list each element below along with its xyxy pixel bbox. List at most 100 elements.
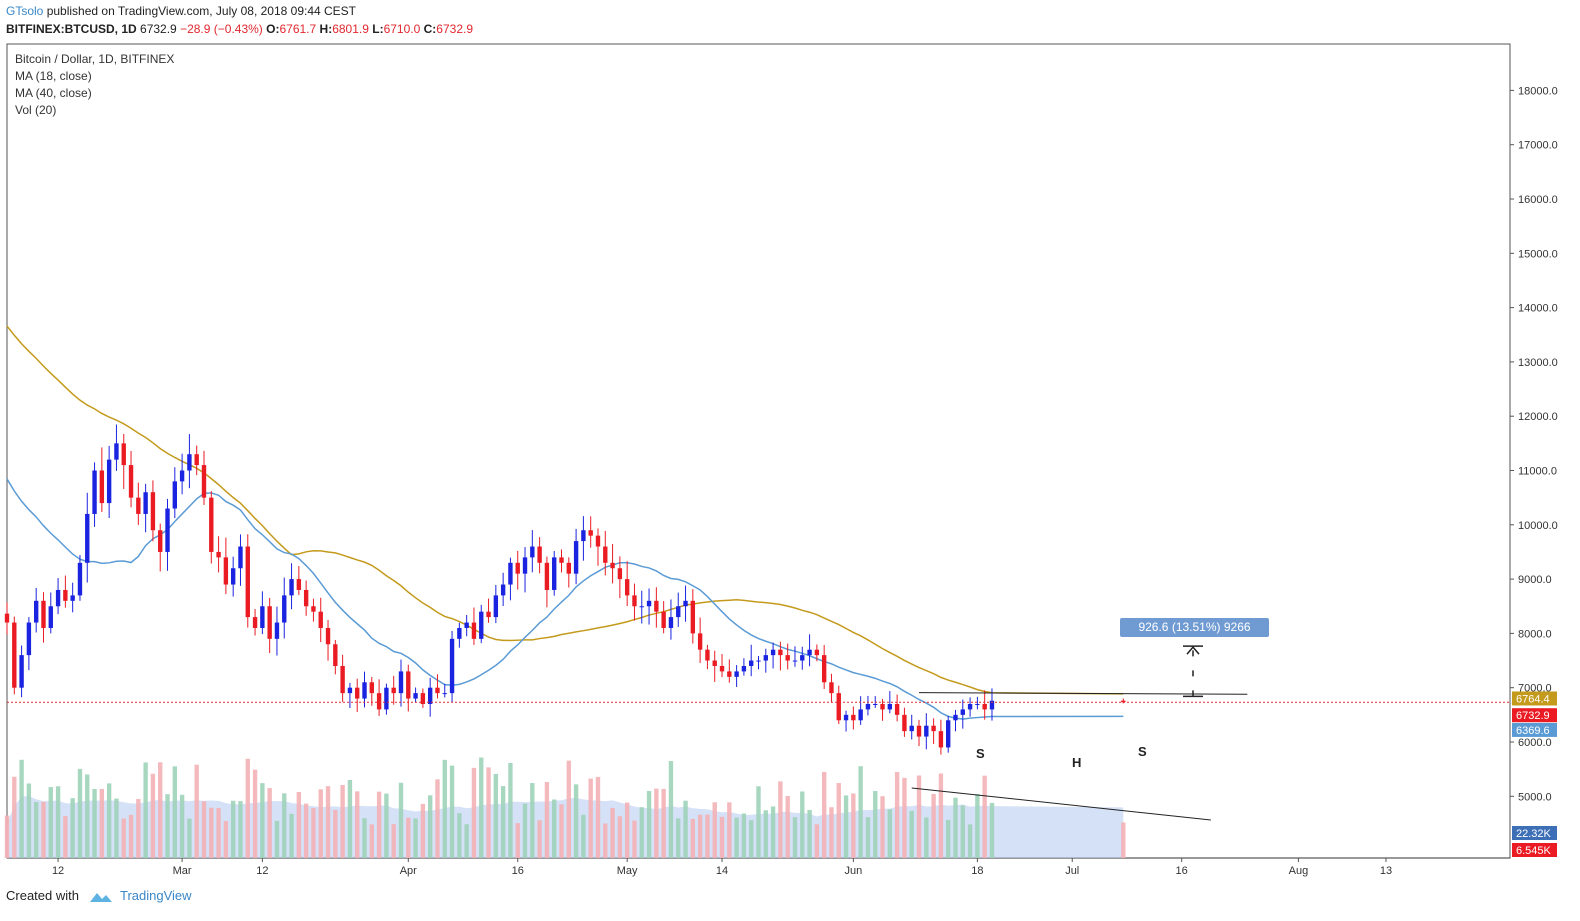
candle-body xyxy=(274,622,280,639)
candle-body xyxy=(668,617,674,628)
volume-bar xyxy=(887,809,893,858)
volume-bar xyxy=(303,803,309,858)
volume-bar xyxy=(515,823,520,858)
volume-bar xyxy=(967,824,973,858)
volume-bar xyxy=(19,759,24,858)
volume-bar xyxy=(610,807,615,858)
volume-bar xyxy=(595,776,601,858)
x-tick-label: 16 xyxy=(512,865,524,877)
candle-body xyxy=(960,709,965,715)
volume-bar xyxy=(150,773,156,858)
tradingview-link[interactable]: TradingView xyxy=(120,888,192,903)
volume-bar xyxy=(683,800,688,858)
candle-body xyxy=(194,454,199,466)
legend-title: Bitcoin / Dollar, 1D, BITFINEX xyxy=(15,52,175,66)
volume-bar xyxy=(106,783,112,858)
volume-badge: 6.545K xyxy=(1516,845,1552,857)
candle-body xyxy=(581,530,586,542)
volume-bar xyxy=(588,778,593,858)
legend-volume[interactable]: Vol (20) xyxy=(15,103,57,117)
volume-bar xyxy=(179,794,185,858)
volume-bar xyxy=(719,816,725,858)
volume-bar xyxy=(4,815,10,858)
volume-bar xyxy=(384,793,389,858)
volume-bar xyxy=(873,791,878,858)
candle-body xyxy=(318,611,323,628)
close-value: 6732.9 xyxy=(436,22,473,36)
volume-bar xyxy=(420,803,426,858)
volume-bar xyxy=(471,767,477,858)
volume-bar xyxy=(946,819,951,858)
x-tick-label: Aug xyxy=(1289,865,1309,877)
candle-body xyxy=(639,606,644,608)
legend-ma18[interactable]: MA (18, close) xyxy=(15,69,92,83)
y-tick-label: 16000.0 xyxy=(1518,194,1558,206)
volume-bar xyxy=(727,802,732,858)
candle-body xyxy=(814,649,820,656)
candle-body xyxy=(303,589,309,607)
volume-bar xyxy=(267,788,272,858)
volume-bar xyxy=(347,779,353,858)
candle-body xyxy=(325,627,331,645)
volume-bar xyxy=(552,799,557,858)
pattern-right-shoulder: S xyxy=(1138,744,1147,759)
x-tick-label: Jul xyxy=(1065,865,1079,877)
measure-label[interactable]: 926.6 (13.51%) 9266 xyxy=(1120,618,1269,637)
volume-bar xyxy=(398,782,404,858)
volume-bar xyxy=(814,824,820,858)
candle-body xyxy=(267,606,272,639)
legend-ma40[interactable]: MA (40, close) xyxy=(15,86,92,100)
measure-arrowhead xyxy=(1186,645,1200,655)
x-tick-label: Mar xyxy=(173,865,192,877)
y-tick-label: 11000.0 xyxy=(1518,466,1557,478)
volume-bar xyxy=(442,759,447,858)
volume-bar xyxy=(318,789,323,858)
candle-body xyxy=(508,562,513,585)
ma40-price-badge-bg xyxy=(1512,691,1557,706)
candle-body xyxy=(406,671,411,699)
candle-body xyxy=(595,535,601,547)
x-tick-label: 14 xyxy=(716,865,728,877)
volume-bar xyxy=(12,776,17,858)
volume-bar xyxy=(479,757,484,858)
x-tick-label: 13 xyxy=(1380,865,1392,877)
volume-bar xyxy=(559,804,564,858)
candle-body xyxy=(172,481,177,509)
candle-body xyxy=(19,655,24,688)
volume-bar xyxy=(143,762,148,858)
last-price-badge: 6732.9 xyxy=(1516,710,1550,722)
candle-body xyxy=(296,579,302,590)
volume-bar xyxy=(493,773,499,858)
open-label: O: xyxy=(266,22,280,36)
footer: Created with TradingView xyxy=(6,888,192,904)
candle-body xyxy=(77,562,83,596)
volume-bar xyxy=(975,794,980,858)
volume-bar xyxy=(566,760,571,858)
x-tick-label: 16 xyxy=(1176,865,1188,877)
volume-bar xyxy=(624,802,630,858)
candle-body xyxy=(537,546,542,563)
candle-body xyxy=(821,655,827,683)
y-tick-label: 8000.0 xyxy=(1518,628,1552,640)
candle-body xyxy=(858,709,863,721)
candle-body xyxy=(376,693,382,710)
candle-body xyxy=(457,627,462,639)
volume-bar xyxy=(209,807,214,858)
candle-body xyxy=(559,557,564,563)
candle-body xyxy=(522,557,528,574)
ma40-price-badge: 6764.4 xyxy=(1516,693,1550,705)
last-price: 6732.9 xyxy=(140,22,177,36)
volume-bar xyxy=(690,818,696,858)
candle-body xyxy=(646,600,652,607)
candle-body xyxy=(763,655,768,661)
candle-body xyxy=(800,655,805,661)
candle-body xyxy=(48,606,53,628)
candle-body xyxy=(712,660,717,666)
candle-body xyxy=(92,470,97,514)
volume-bar xyxy=(953,797,958,858)
author-link[interactable]: GTsolo xyxy=(6,4,44,18)
volume-badge-bg xyxy=(1512,843,1557,857)
symbol-label: BITFINEX:BTCUSD, 1D xyxy=(6,22,137,36)
candle-body xyxy=(624,579,630,596)
